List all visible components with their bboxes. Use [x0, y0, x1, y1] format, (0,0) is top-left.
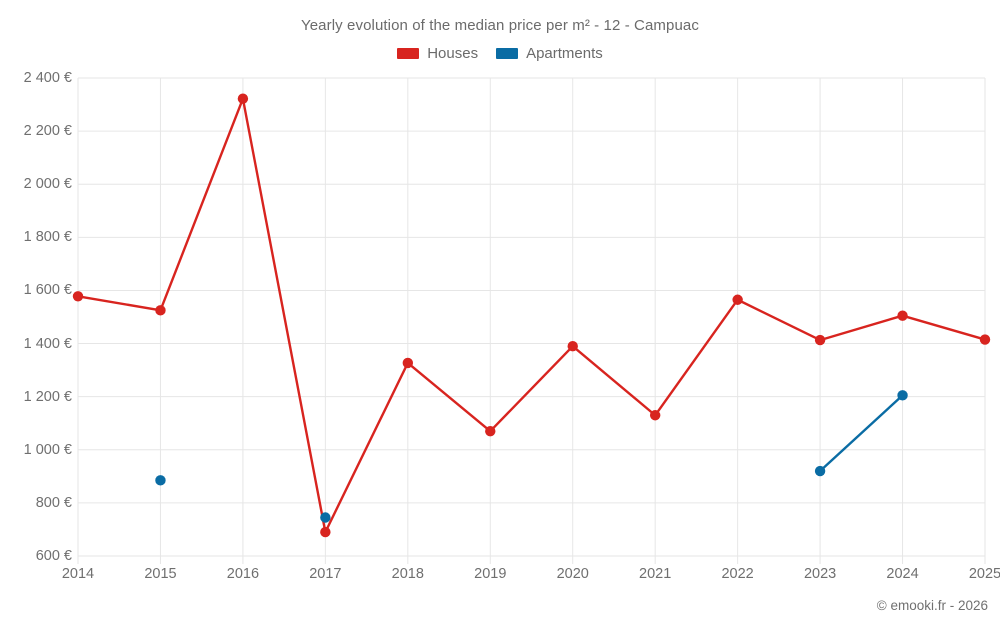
credit-text: © emooki.fr - 2026	[876, 598, 988, 613]
x-axis-tick-label: 2015	[144, 566, 177, 582]
x-axis-tick-label: 2022	[721, 566, 754, 582]
data-point-houses-2022[interactable]	[732, 294, 743, 305]
y-axis-tick-label: 1 800 €	[23, 229, 72, 246]
x-axis-tick-label: 2023	[803, 566, 837, 582]
y-axis-tick-label: 2 400 €	[23, 70, 72, 86]
data-point-houses-2014[interactable]	[72, 291, 84, 302]
y-axis-tick-label: 800 €	[35, 494, 72, 511]
legend-label-apartments: Apartments	[526, 45, 603, 62]
data-point-apartments-2015[interactable]	[155, 475, 166, 486]
series-line-houses	[76, 97, 987, 534]
legend-swatch-houses	[397, 48, 420, 59]
x-axis-tick-label: 2016	[226, 566, 260, 582]
y-axis-tick-label: 1 200 €	[23, 388, 72, 405]
data-point-houses-2025[interactable]	[979, 334, 991, 345]
y-axis-tick-label: 2 000 €	[23, 176, 72, 193]
data-point-houses-2018[interactable]	[402, 357, 414, 369]
x-axis-tick-label: 2017	[309, 566, 342, 582]
legend-item-houses[interactable]: Houses	[397, 45, 478, 62]
data-point-apartments-2023[interactable]	[814, 465, 826, 477]
data-point-houses-2016[interactable]	[237, 93, 249, 104]
chart-title: Yearly evolution of the median price per…	[301, 17, 699, 34]
data-point-houses-2023[interactable]	[814, 334, 826, 346]
y-axis-tick-label: 600 €	[35, 548, 72, 564]
legend-item-apartments[interactable]: Apartments	[496, 45, 603, 62]
data-point-houses-2019[interactable]	[485, 425, 496, 437]
data-point-houses-2024[interactable]	[897, 310, 908, 321]
data-point-houses-2017[interactable]	[320, 526, 331, 538]
x-axis-tick-label: 2025	[968, 566, 1000, 582]
legend-label-houses: Houses	[427, 45, 479, 62]
series-line-apartments	[818, 394, 904, 473]
legend-swatch-apartments	[496, 48, 519, 59]
data-point-houses-2015[interactable]	[155, 305, 166, 316]
data-point-houses-2020[interactable]	[567, 341, 578, 352]
data-point-houses-2021[interactable]	[649, 410, 661, 421]
y-axis-tick-label: 1 000 €	[23, 441, 72, 458]
y-axis-tick-label: 1 400 €	[23, 335, 72, 352]
data-point-apartments-2017[interactable]	[320, 512, 331, 523]
chart-legend: Houses Apartments	[0, 45, 1000, 62]
x-axis-tick-label: 2014	[61, 566, 95, 582]
x-axis-tick-label: 2020	[556, 566, 589, 582]
x-axis-tick-label: 2019	[474, 566, 507, 582]
y-axis-tick-label: 1 600 €	[23, 282, 72, 299]
y-axis: 2 400 € 2 200 € 2 000 € 1 800 € 1 600 € 1 400…	[0, 0, 72, 625]
data-point-apartments-2024[interactable]	[897, 390, 908, 401]
x-axis-tick-label: 2018	[391, 566, 424, 582]
x-axis-tick-label: 2024	[886, 566, 919, 582]
y-axis-tick-label: 2 200 €	[23, 123, 72, 140]
x-axis-tick-label: 2021	[639, 566, 672, 582]
